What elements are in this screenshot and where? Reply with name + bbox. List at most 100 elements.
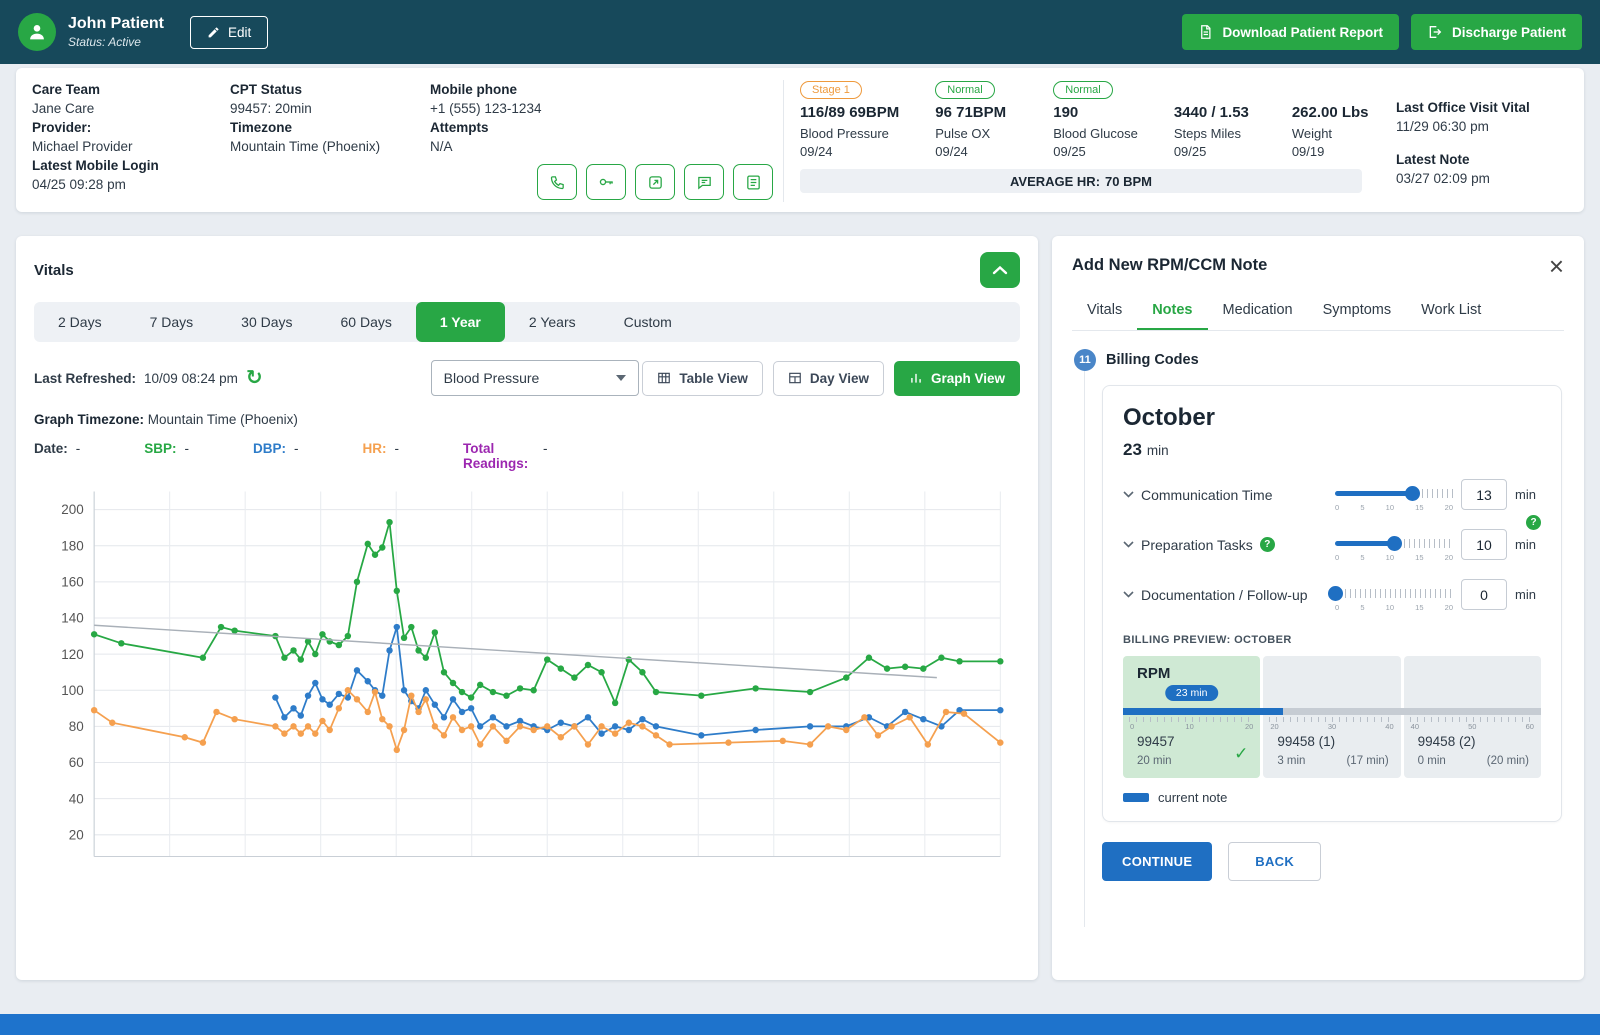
documentation-slider[interactable]: 05101520	[1335, 580, 1453, 610]
chevron-down-icon[interactable]	[1123, 591, 1134, 598]
care-team-value: Jane Care	[32, 99, 218, 118]
day-view-button[interactable]: Day View	[773, 361, 884, 396]
segment-remaining: (17 min)	[1346, 755, 1388, 767]
legend-hr: HR: -	[363, 441, 400, 456]
metric-select[interactable]: Blood Pressure	[431, 360, 639, 396]
svg-text:160: 160	[61, 575, 83, 590]
step-number-badge: 11	[1074, 349, 1096, 371]
question-icon[interactable]: ?	[1526, 515, 1541, 530]
edit-button[interactable]: Edit	[190, 16, 268, 49]
discharge-patient-button[interactable]: Discharge Patient	[1411, 14, 1582, 50]
question-icon[interactable]: ?	[1260, 537, 1275, 552]
last-refreshed-label: Last Refreshed:	[34, 371, 136, 386]
tab-2-days[interactable]: 2 Days	[34, 302, 126, 342]
tab-30-days[interactable]: 30 Days	[217, 302, 316, 342]
status-badge-normal: Normal	[1053, 81, 1112, 99]
preparation-tasks-row: Preparation Tasks ? 05101520 min	[1123, 529, 1541, 560]
segment-remaining: (20 min)	[1487, 755, 1529, 767]
communication-time-slider[interactable]: 05101520	[1335, 480, 1453, 510]
documentation-row: Documentation / Follow-up 05101520 min	[1123, 579, 1541, 610]
documentation-input[interactable]	[1461, 579, 1507, 610]
segment-time: 3 min	[1277, 755, 1305, 767]
chart-legend: Date: - SBP: - DBP: - HR: - Total Readin…	[34, 441, 1020, 471]
billing-code: 99457	[1137, 734, 1175, 749]
legend-dbp: DBP: -	[253, 441, 299, 456]
documentation-unit: min	[1515, 587, 1541, 602]
vitals-chart-area: 20406080100120140160180200	[34, 477, 1020, 881]
average-hr-label: AVERAGE HR:	[1010, 174, 1100, 189]
current-note-swatch	[1123, 793, 1149, 802]
discharge-patient-label: Discharge Patient	[1452, 25, 1566, 40]
preparation-tasks-slider[interactable]: 05101520	[1335, 530, 1453, 560]
svg-text:140: 140	[61, 611, 83, 626]
billing-month: October	[1123, 404, 1541, 432]
continue-button[interactable]: CONTINUE	[1102, 842, 1212, 881]
billing-card: October 23 min Communication Time 051015…	[1102, 385, 1562, 822]
status-badge-normal: Normal	[935, 81, 994, 99]
mobile-phone-label: Mobile phone	[430, 80, 630, 99]
vital-blood-pressure: Stage 1 116/89 69BPM Blood Pressure 09/2…	[800, 80, 899, 159]
graph-timezone-label: Graph Timezone:	[34, 412, 144, 427]
download-report-label: Download Patient Report	[1222, 25, 1383, 40]
legend-sbp: SBP: -	[144, 441, 189, 456]
billing-preview: RPM 23 min 01020 99457 20 min ✓	[1123, 656, 1541, 778]
call-button[interactable]	[537, 164, 577, 200]
svg-text:180: 180	[61, 538, 83, 553]
credentials-button[interactable]	[586, 164, 626, 200]
tab-7-days[interactable]: 7 Days	[126, 302, 218, 342]
status-badge-stage1: Stage 1	[800, 81, 862, 99]
current-note-legend: current note	[1123, 790, 1541, 805]
average-hr-value: 70 BPM	[1105, 174, 1152, 189]
tab-custom[interactable]: Custom	[600, 302, 696, 342]
check-icon: ✓	[1234, 744, 1248, 764]
documentation-label: Documentation / Follow-up	[1123, 587, 1327, 603]
vital-blood-glucose: Normal 190 Blood Glucose 09/25	[1053, 80, 1138, 159]
tab-1-year[interactable]: 1 Year	[416, 302, 505, 342]
preparation-tasks-input[interactable]	[1461, 529, 1507, 560]
note-panel-tabs: Vitals Notes Medication Symptoms Work Li…	[1072, 292, 1564, 331]
table-view-button[interactable]: Table View	[642, 361, 763, 396]
last-office-visit-label: Last Office Visit Vital	[1396, 98, 1568, 117]
provider-value: Michael Provider	[32, 137, 218, 156]
chat-button[interactable]	[684, 164, 724, 200]
table-icon	[788, 371, 802, 385]
patient-dashboard: John Patient Status: Active Edit Downloa…	[0, 0, 1600, 980]
visit-info: Last Office Visit Vital 11/29 06:30 pm L…	[1396, 80, 1568, 202]
tab-work-list[interactable]: Work List	[1406, 292, 1496, 330]
tab-vitals[interactable]: Vitals	[1072, 292, 1137, 330]
list-icon	[745, 174, 762, 191]
top-header: John Patient Status: Active Edit Downloa…	[0, 0, 1600, 64]
footer-bar	[0, 1014, 1600, 1035]
current-note-label: current note	[1158, 790, 1227, 805]
cpt-status-label: CPT Status	[230, 80, 418, 99]
refresh-icon[interactable]: ↻	[246, 368, 263, 388]
graph-view-label: Graph View	[931, 371, 1005, 386]
notes-list-button[interactable]	[733, 164, 773, 200]
graph-view-button[interactable]: Graph View	[894, 361, 1020, 396]
patient-meta: John Patient Status: Active	[68, 15, 164, 49]
patient-action-toolbar	[537, 164, 773, 200]
tab-medication[interactable]: Medication	[1208, 292, 1308, 330]
legend-total-readings: Total Readings: -	[463, 441, 548, 471]
latest-mobile-login-value: 04/25 09:28 pm	[32, 175, 218, 194]
close-icon[interactable]: ×	[1549, 256, 1564, 276]
collapse-button[interactable]	[980, 252, 1020, 288]
chevron-down-icon[interactable]	[1123, 491, 1134, 498]
vitals-line-chart: 20406080100120140160180200	[34, 477, 1019, 881]
download-report-button[interactable]: Download Patient Report	[1182, 14, 1399, 50]
tab-60-days[interactable]: 60 Days	[317, 302, 416, 342]
chevron-down-icon	[616, 375, 626, 381]
segment-scale: 405060	[1411, 722, 1534, 731]
vitals-card: Vitals 2 Days 7 Days 30 Days 60 Days 1 Y…	[16, 236, 1038, 980]
tab-notes[interactable]: Notes	[1137, 292, 1207, 330]
chevron-down-icon[interactable]	[1123, 541, 1134, 548]
preparation-tasks-label: Preparation Tasks ?	[1123, 537, 1327, 553]
communication-time-input[interactable]	[1461, 479, 1507, 510]
patient-info-card: Care Team Jane Care Provider: Michael Pr…	[16, 68, 1584, 212]
back-button[interactable]: BACK	[1228, 842, 1321, 881]
tab-symptoms[interactable]: Symptoms	[1308, 292, 1407, 330]
tab-2-years[interactable]: 2 Years	[505, 302, 600, 342]
blood-glucose-value: 190	[1053, 104, 1138, 121]
share-icon	[647, 174, 664, 191]
share-button[interactable]	[635, 164, 675, 200]
